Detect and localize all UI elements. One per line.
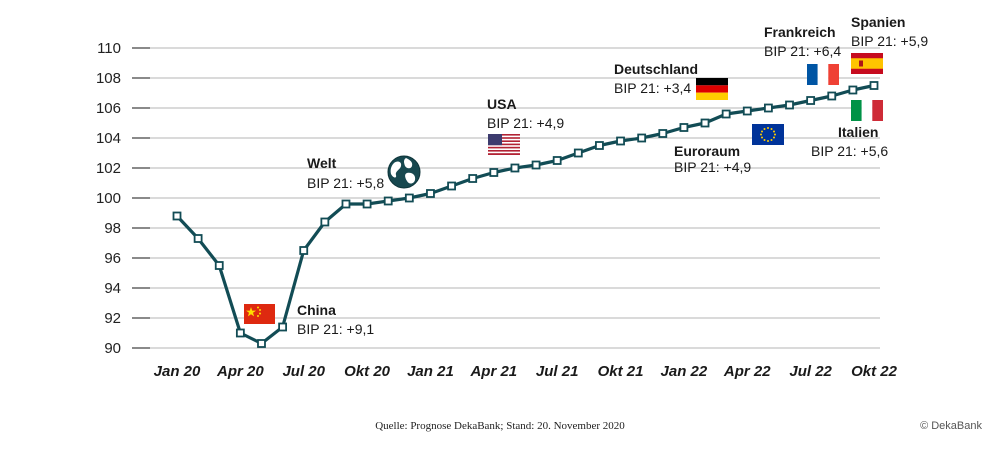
annotation-italien-name: Italien <box>838 124 878 140</box>
annotation-deutschland-value: BIP 21: +3,4 <box>614 80 691 96</box>
annotation-welt-value: BIP 21: +5,8 <box>307 175 384 191</box>
germany-flag-icon <box>696 78 728 100</box>
data-point <box>278 322 288 332</box>
data-point <box>172 211 182 221</box>
x-tick-label: Jan 22 <box>661 363 708 380</box>
x-axis: Jan 20 Apr 20 Jul 20 Okt 20 Jan 21 Apr 21 Jul … <box>154 363 898 380</box>
spain-flag-icon <box>851 53 883 74</box>
series-polyline <box>175 83 876 346</box>
annotation-italien-value: BIP 21: +5,6 <box>811 143 888 159</box>
y-tick-label: 108 <box>96 70 121 87</box>
data-point <box>341 199 351 209</box>
china-flag-icon <box>244 304 275 324</box>
x-tick-label: Jul 22 <box>789 363 832 380</box>
annotation-welt-name: Welt <box>307 155 337 171</box>
data-point <box>785 100 794 110</box>
data-point <box>362 199 372 209</box>
y-tick-label: 98 <box>104 220 121 237</box>
x-tick-label: Okt 20 <box>344 363 391 380</box>
data-point <box>700 118 710 128</box>
data-point <box>510 163 520 173</box>
y-tick-label: 100 <box>96 190 121 207</box>
y-tick-label: 94 <box>104 280 121 297</box>
y-tick-label: 102 <box>96 160 121 177</box>
data-point <box>404 193 414 203</box>
x-tick-label: Apr 20 <box>216 363 264 380</box>
eu-flag-icon <box>752 124 784 145</box>
data-point <box>426 189 435 198</box>
grid-lines <box>150 47 880 349</box>
x-tick-label: Jul 21 <box>536 363 579 380</box>
x-tick-label: Okt 21 <box>598 363 644 380</box>
data-point <box>742 106 752 116</box>
data-point <box>447 181 456 191</box>
data-point <box>383 196 393 206</box>
annotation-spanien-name: Spanien <box>851 14 905 30</box>
annotation-deutschland-name: Deutschland <box>614 61 698 77</box>
annotation-frankreich-name: Frankreich <box>764 24 836 40</box>
annotation-usa-name: USA <box>487 96 517 112</box>
data-point <box>595 141 604 150</box>
data-point <box>848 85 858 95</box>
x-tick-label: Apr 21 <box>469 363 517 380</box>
data-point <box>468 174 478 183</box>
y-axis: 90 92 94 96 98 100 102 104 106 108 110 <box>96 40 150 357</box>
data-point <box>573 148 583 158</box>
annotation-frankreich-value: BIP 21: +6,4 <box>764 43 841 59</box>
x-tick-label: Jan 20 <box>154 363 201 380</box>
source-note: Quelle: Prognose DekaBank; Stand: 20. No… <box>375 420 625 432</box>
data-point <box>299 246 309 255</box>
italy-flag-icon <box>851 100 883 121</box>
x-tick-label: Jan 21 <box>407 363 454 380</box>
annotation-spanien-value: BIP 21: +5,9 <box>851 33 928 49</box>
annotation-usa-value: BIP 21: +4,9 <box>487 115 564 131</box>
france-flag-icon <box>807 64 839 85</box>
data-point <box>489 168 499 177</box>
data-point <box>806 96 816 105</box>
data-point <box>721 109 731 119</box>
copyright-note: © DekaBank <box>920 420 982 432</box>
data-point <box>320 217 330 227</box>
data-point <box>827 91 837 101</box>
data-point <box>679 123 689 132</box>
usa-flag-icon <box>488 134 520 155</box>
data-point <box>658 129 668 138</box>
x-tick-label: Jul 20 <box>282 363 325 380</box>
y-tick-label: 90 <box>104 340 121 357</box>
data-point <box>869 81 879 90</box>
annotation-euroraum-name: Euroraum <box>674 143 740 159</box>
data-point <box>214 261 224 270</box>
annotation-euroraum-value: BIP 21: +4,9 <box>674 159 751 175</box>
data-point <box>257 339 266 348</box>
y-tick-label: 110 <box>97 40 121 57</box>
globe-icon <box>387 155 421 189</box>
y-tick-label: 106 <box>96 100 121 117</box>
data-point <box>616 136 625 146</box>
data-point <box>552 156 562 165</box>
data-point <box>193 234 203 243</box>
data-point <box>763 103 773 113</box>
data-point <box>637 133 647 143</box>
annotation-china-name: China <box>297 302 336 318</box>
x-tick-label: Okt 22 <box>851 363 898 380</box>
data-point <box>235 328 245 338</box>
series-markers <box>172 81 879 348</box>
y-tick-label: 92 <box>104 310 121 327</box>
data-point <box>531 160 541 170</box>
x-tick-label: Apr 22 <box>723 363 771 380</box>
y-tick-label: 104 <box>96 130 121 147</box>
series-line <box>175 83 876 346</box>
y-tick-label: 96 <box>104 250 121 267</box>
annotation-china-value: BIP 21: +9,1 <box>297 321 374 337</box>
